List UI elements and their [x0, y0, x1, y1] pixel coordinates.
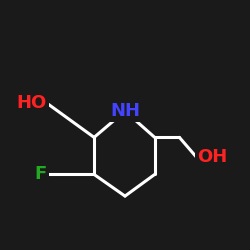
- Text: F: F: [35, 166, 47, 184]
- Text: HO: HO: [17, 94, 47, 112]
- Text: NH: NH: [110, 102, 140, 120]
- Text: OH: OH: [197, 148, 227, 166]
